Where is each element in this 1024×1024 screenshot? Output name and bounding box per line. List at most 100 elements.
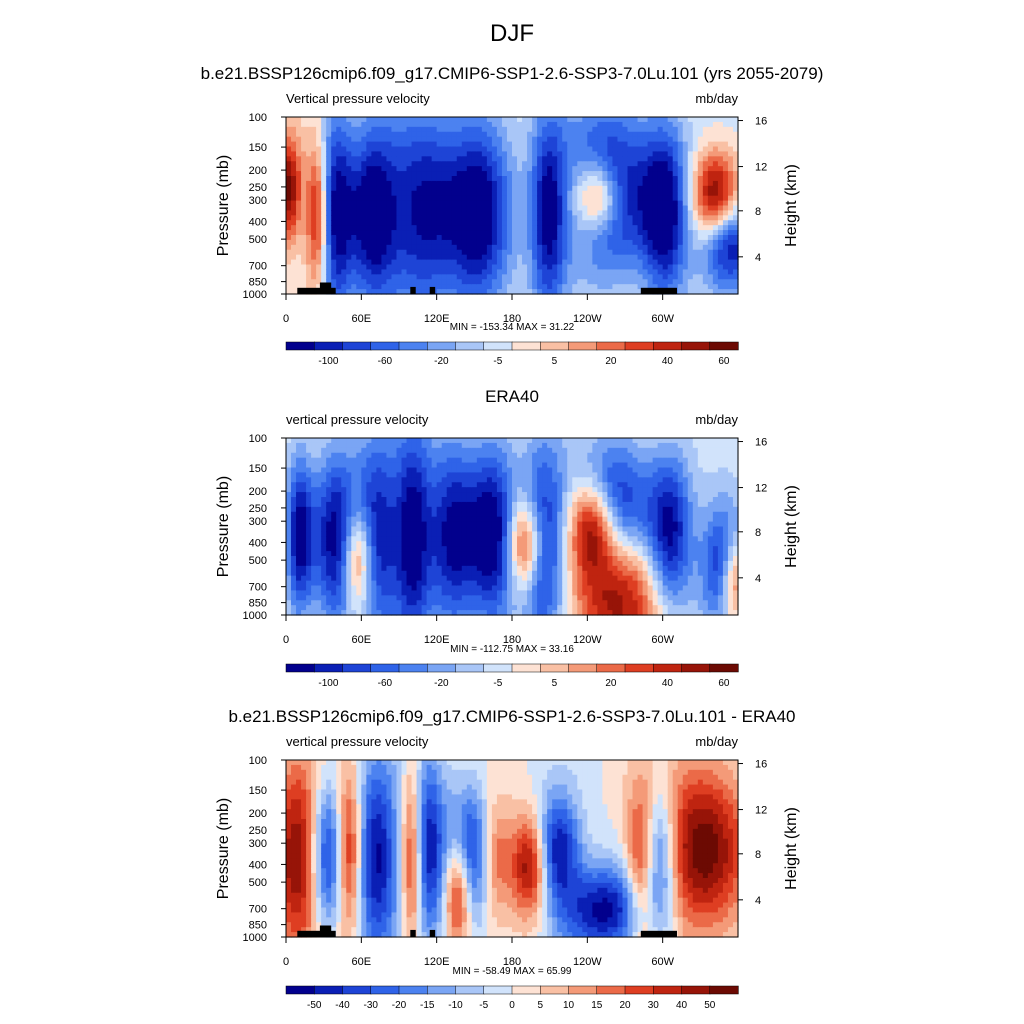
heatmap-cell (456, 161, 463, 167)
heatmap-cell (321, 556, 327, 562)
heatmap-cell (306, 487, 312, 493)
heatmap-cell (662, 136, 669, 143)
heatmap-cell (441, 595, 448, 601)
heatmap-cell (517, 200, 523, 207)
heatmap-cell (522, 289, 528, 295)
heatmap-cell (532, 249, 538, 256)
heatmap-cell (652, 151, 659, 157)
heatmap-cell (572, 230, 578, 236)
heatmap-cell (366, 482, 372, 488)
heatmap-cell (286, 565, 292, 572)
heatmap-cell (306, 215, 312, 221)
heatmap-cell (612, 195, 619, 202)
heatmap-cell (446, 580, 453, 587)
heatmap-cell (446, 239, 453, 246)
heatmap-cell (441, 472, 448, 478)
heatmap-cell (386, 447, 393, 454)
heatmap-cell (386, 452, 393, 459)
heatmap-cell (486, 131, 493, 138)
heatmap-cell (341, 121, 347, 128)
heatmap-cell (451, 595, 458, 601)
heatmap-cell (597, 151, 603, 157)
heatmap-cell (501, 264, 508, 271)
heatmap-cell (331, 200, 337, 207)
heatmap-cell (456, 497, 463, 503)
heatmap-cell (717, 126, 724, 133)
heatmap-cell (421, 497, 428, 503)
heatmap-cell (481, 190, 488, 197)
heatmap-cell (321, 264, 327, 271)
heatmap-cell (446, 171, 453, 177)
heatmap-cell (316, 546, 322, 552)
heatmap-cell (361, 438, 367, 444)
heatmap-cell (506, 595, 513, 601)
heatmap-cell (537, 274, 543, 280)
heatmap-cell (351, 501, 357, 508)
heatmap-cell (356, 151, 362, 157)
heatmap-cell (617, 166, 624, 172)
heatmap-cell (411, 516, 418, 523)
heatmap-cell (496, 161, 503, 167)
heatmap-cell (361, 279, 367, 285)
heatmap-cell (537, 284, 543, 290)
heatmap-cell (406, 190, 413, 197)
heatmap-cell (421, 244, 428, 251)
heatmap-cell (456, 575, 463, 582)
heatmap-cell (341, 536, 347, 542)
heatmap-cell (542, 171, 548, 177)
heatmap-cell (642, 141, 649, 148)
heatmap-cell (301, 575, 307, 582)
heatmap-cell (451, 600, 458, 606)
heatmap-cell (356, 501, 362, 508)
heatmap-cell (286, 511, 292, 518)
heatmap-cell (336, 472, 342, 478)
heatmap-cell (717, 176, 724, 182)
heatmap-cell (451, 590, 458, 596)
heatmap-cell (727, 215, 734, 221)
heatmap-cell (321, 595, 327, 601)
heatmap-cell (301, 121, 307, 128)
heatmap-cell (326, 141, 332, 148)
heatmap-cell (406, 526, 413, 533)
heatmap-cell (291, 497, 297, 503)
heatmap-cell (687, 161, 694, 167)
heatmap-cell (481, 492, 488, 498)
heatmap-cell (697, 259, 704, 266)
heatmap-cell (456, 141, 463, 148)
heatmap-cell (471, 220, 478, 226)
heatmap-cell (632, 274, 639, 280)
heatmap-cell (401, 442, 408, 449)
heatmap-cell (647, 121, 654, 128)
heatmap-cell (386, 279, 393, 285)
heatmap-cell (542, 200, 548, 207)
heatmap-cell (481, 121, 488, 128)
heatmap-cell (491, 176, 498, 182)
heatmap-cell (697, 244, 704, 251)
heatmap-cell (476, 180, 483, 187)
heatmap-cell (396, 565, 403, 572)
heatmap-cell (456, 595, 463, 601)
heatmap-cell (336, 195, 342, 202)
heatmap-cell (582, 176, 588, 182)
heatmap-cell (296, 151, 302, 157)
heatmap-cell (471, 141, 478, 148)
heatmap-cell (632, 180, 639, 187)
heatmap-cell (577, 126, 583, 133)
heatmap-cell (321, 254, 327, 261)
heatmap-cell (547, 249, 553, 256)
heatmap-cell (356, 205, 362, 212)
heatmap-cell (722, 185, 729, 192)
heatmap-cell (391, 442, 398, 449)
heatmap-cell (602, 220, 609, 226)
heatmap-cell (351, 171, 357, 177)
heatmap-cell (582, 239, 588, 246)
heatmap-cell (401, 131, 408, 138)
heatmap-cell (557, 136, 563, 143)
heatmap-cell (451, 457, 458, 464)
heatmap-cell (341, 556, 347, 562)
heatmap-cell (577, 269, 583, 275)
heatmap-cell (692, 259, 699, 266)
heatmap-cell (486, 497, 493, 503)
heatmap-cell (667, 235, 674, 241)
heatmap-cell (401, 492, 408, 498)
